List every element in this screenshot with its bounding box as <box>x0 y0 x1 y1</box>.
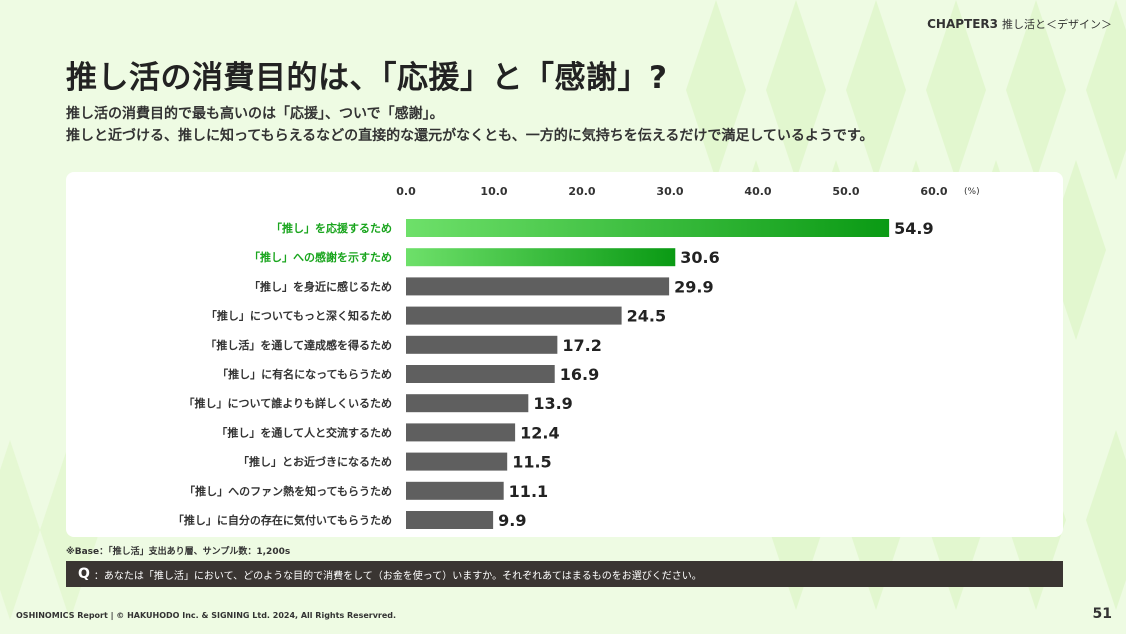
x-tick-label: 0.0 <box>396 185 416 198</box>
bar <box>406 394 529 413</box>
bar <box>406 365 555 383</box>
category-label: 「推し」を応援するため <box>271 221 392 235</box>
x-tick-label: 40.0 <box>744 185 771 198</box>
category-label: 「推し」について誰よりも詳しくいるため <box>184 396 392 410</box>
base-note: ※Base：「推し活」支出あり層、サンプル数：1,200s <box>66 547 291 557</box>
lead-line-1: 推し活の消費目的で最も高いのは「応援」、ついで「感謝」。 <box>66 106 444 122</box>
value-label: 30.6 <box>680 248 719 267</box>
value-label: 29.9 <box>674 277 713 296</box>
value-label: 24.5 <box>627 307 666 326</box>
category-label: 「推し」に自分の存在に気付いてもらうため <box>173 513 392 527</box>
bar <box>406 452 508 471</box>
x-tick-label: 20.0 <box>568 185 595 198</box>
x-tick-label: 60.0 <box>920 185 947 198</box>
page-title: 推し活の消費目的は、「応援」と「感謝」? <box>66 60 668 96</box>
value-label: 54.9 <box>894 219 933 238</box>
question-bar: Q ：あなたは「推し活」において、どのような目的で消費をして（お金を使って）いま… <box>66 561 1063 587</box>
x-tick-label: 30.0 <box>656 185 683 198</box>
question-text: ：あなたは「推し活」において、どのような目的で消費をして（お金を使って）いますか… <box>93 570 702 582</box>
value-label: 12.4 <box>520 423 559 442</box>
x-tick-label: 50.0 <box>832 185 859 198</box>
value-label: 16.9 <box>560 365 599 384</box>
bar-chart: 0.0 10.0 20.0 30.0 40.0 50.0 60.0 (%) 「推し」を応援するた… <box>173 185 980 530</box>
category-label: 「推し」へのファン熱を知ってもらうため <box>184 484 392 498</box>
category-label: 「推し活」を通して達成感を得るため <box>205 338 392 352</box>
page-number: 51 <box>1092 606 1112 622</box>
category-label: 「推し」への感謝を示すため <box>249 250 392 264</box>
x-tick-label: 10.0 <box>480 185 507 198</box>
chart-panel: 0.0 10.0 20.0 30.0 40.0 50.0 60.0 (%) 「推し」を応援するた… <box>66 172 1063 537</box>
bar <box>406 248 676 267</box>
lead-text: 推し活の消費目的で最も高いのは「応援」、ついで「感謝」。 推しと近づける、推しに… <box>66 103 874 147</box>
bar <box>406 481 504 500</box>
category-label: 「推し」に有名になってもらうため <box>217 367 392 381</box>
bar <box>406 335 558 354</box>
value-label: 11.5 <box>512 453 551 472</box>
category-label: 「推し」を身近に感じるため <box>249 279 392 293</box>
bar <box>406 511 494 529</box>
footer-copyright: OSHINOMICS Report | © HAKUHODO Inc. & SI… <box>16 611 397 620</box>
chapter-subtitle: 推し活と＜デザイン＞ <box>1002 18 1112 31</box>
category-label: 「推し」とお近づきになるため <box>238 455 392 469</box>
value-label: 13.9 <box>533 394 572 413</box>
value-label: 11.1 <box>509 482 548 501</box>
value-label: 17.2 <box>562 336 601 355</box>
lead-line-2: 推しと近づける、推しに知ってもらえるなどの直接的な還元がなくとも、一方的に気持ち… <box>66 128 874 144</box>
value-label: 9.9 <box>498 511 526 530</box>
x-axis-unit: (%) <box>964 187 980 197</box>
chapter-label: CHAPTER3 <box>927 17 998 31</box>
bar <box>406 306 622 325</box>
category-label: 「推し」についてもっと深く知るため <box>206 309 392 323</box>
bar <box>406 423 516 442</box>
chapter-header: CHAPTER3 推し活と＜デザイン＞ <box>927 16 1112 32</box>
bar <box>406 219 890 237</box>
category-label: 「推し」を通して人と交流するため <box>216 425 392 439</box>
bar <box>406 277 670 296</box>
question-mark: Q <box>78 566 90 582</box>
